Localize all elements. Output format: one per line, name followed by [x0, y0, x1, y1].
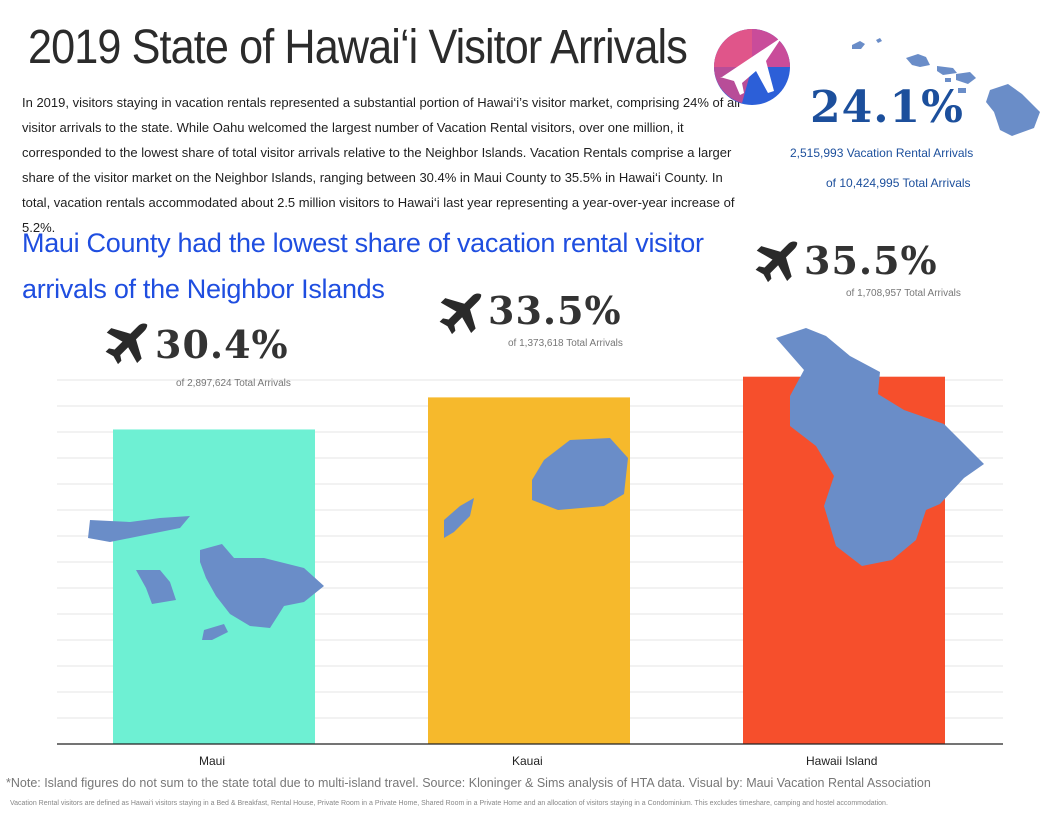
state-total-arrivals: of 10,424,995 Total Arrivals: [826, 176, 971, 190]
kauai-share-value: 33.5%: [488, 288, 622, 333]
footnote: *Note: Island figures do not sum to the …: [6, 776, 931, 790]
maui-total-arrivals: of 2,897,624 Total Arrivals: [176, 378, 291, 389]
airplane-icon: [439, 293, 482, 335]
page-title: 2019 State of Hawai‘i Visitor Arrivals: [28, 21, 688, 74]
chart-subtitle: Maui County had the lowest share of vaca…: [22, 228, 704, 304]
big-island-icon: [776, 328, 984, 566]
state-share-value: 24.1%: [810, 82, 964, 133]
kauai-islands-icon: [444, 438, 628, 538]
maui-county-islands-icon: [88, 516, 324, 640]
hawaii-total-arrivals: of 1,708,957 Total Arrivals: [846, 288, 961, 299]
hawaii-share-value: 35.5%: [804, 238, 938, 283]
kauai-total-arrivals: of 1,373,618 Total Arrivals: [508, 338, 623, 349]
x-tick-label-hawaii-island: Hawaii Island: [806, 754, 878, 768]
intro-paragraph: In 2019, visitors staying in vacation re…: [22, 95, 740, 235]
x-tick-label-maui: Maui: [199, 754, 226, 768]
state-rental-arrivals: 2,515,993 Vacation Rental Arrivals: [790, 146, 974, 160]
airplane-icon: [105, 323, 148, 365]
maui-share-value: 30.4%: [155, 322, 289, 367]
airplane-icon: [755, 241, 798, 283]
x-tick-label-kauai: Kauai: [512, 754, 543, 768]
definition-note: Vacation Rental visitors are defined as …: [10, 800, 888, 807]
